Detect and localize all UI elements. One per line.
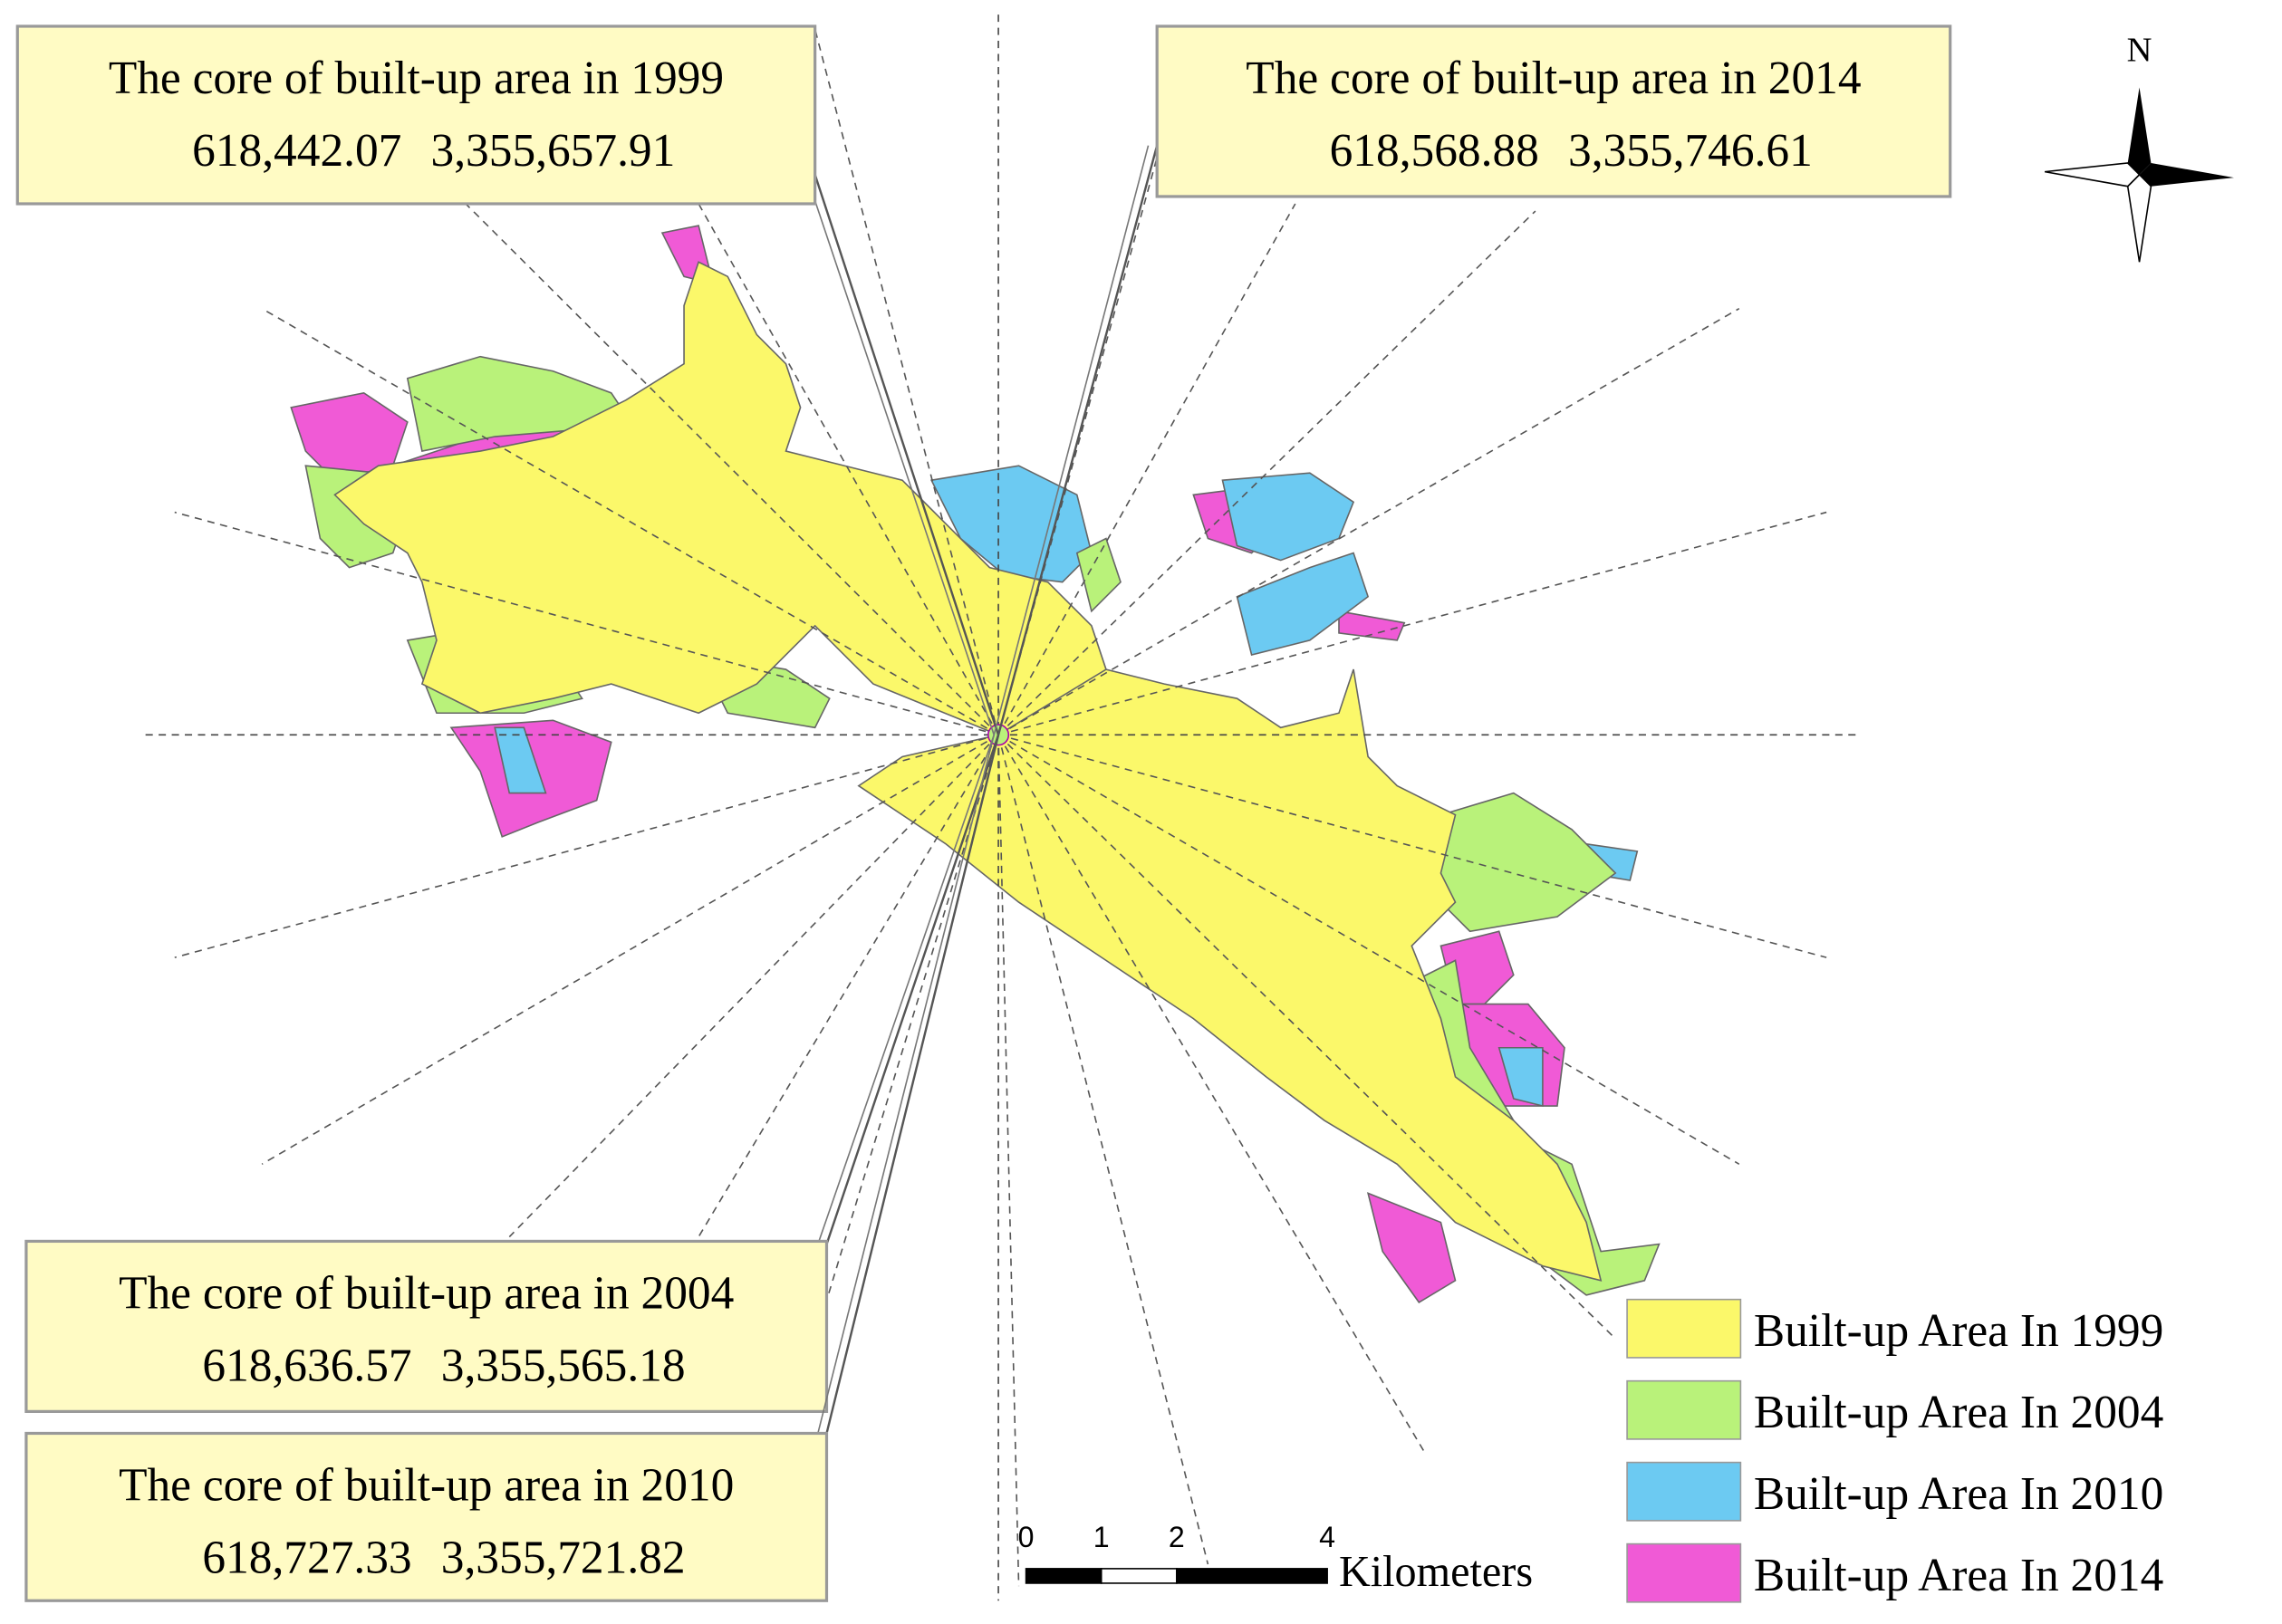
radial-line [997,210,1536,735]
radial-line [814,735,999,1340]
callouts: The core of built-up area in 1999 618,442… [15,24,1952,1602]
radial-line [261,307,999,736]
callout-y: 3,355,721.82 [441,1533,686,1584]
radial-line [698,203,999,735]
legend-swatch [1626,1298,1742,1359]
leader-line [825,734,1000,1245]
radial-line [997,735,1209,1565]
north-arrow-needle [2127,87,2152,175]
legend-label: Built-up Area In 2004 [1754,1387,2163,1438]
north-arrow-needle [2139,162,2234,187]
leader-line [817,735,996,1244]
callout-y: 3,355,657.91 [431,125,676,177]
callout-x: 618,727.33 [202,1533,411,1584]
radial-line [997,734,1740,1165]
area-2010 [929,465,1093,583]
callout-title: The core of built-up area in 2010 [119,1459,734,1511]
radial-lines [174,28,1827,1587]
area-2014 [1338,610,1406,641]
radial-line [174,734,999,958]
callout-title: The core of built-up area in 2004 [119,1267,734,1319]
legend-swatch [1626,1542,1742,1603]
scale-tick-label: 0 [1018,1521,1035,1553]
legend-label: Built-up Area In 1999 [1754,1305,2163,1357]
leader-line [825,735,1000,1434]
scale-segment [1100,1568,1178,1584]
leader-line [814,174,1000,735]
callout-y: 3,355,565.18 [441,1341,686,1392]
scale-tick-label: 1 [1093,1521,1110,1553]
area-2010 [494,726,547,794]
radial-line [261,734,999,1165]
area-1999 [333,261,1107,736]
legend: Built-up Area In 1999 Built-up Area In 20… [1626,1298,2163,1603]
built-up-areas [290,225,1661,1303]
legend-swatch [1626,1461,1742,1522]
radial-line [174,511,999,736]
north-arrow: N [2045,32,2234,263]
radial-line [814,28,999,735]
callout-x: 618,636.57 [202,1341,411,1392]
area-2004 [1075,537,1122,613]
area-2010 [1221,472,1355,562]
north-arrow-needle [2126,173,2152,263]
callout-box [24,1239,829,1413]
callout-box [24,1431,829,1602]
leader-line [817,735,996,1434]
area-1999 [857,668,1603,1282]
scale-tick-label: 4 [1319,1521,1335,1553]
radial-line [997,734,1428,1456]
callout-title: The core of built-up area in 2014 [1246,53,1861,104]
callout-y: 3,355,746.61 [1568,125,1813,177]
radial-line [508,734,999,1238]
callout-box [15,24,817,206]
area-2014 [1366,1192,1457,1303]
north-arrow-needle [2045,162,2141,187]
callout-x: 618,568.88 [1330,125,1539,177]
north-label: N [2127,32,2152,70]
legend-label: Built-up Area In 2014 [1754,1550,2163,1601]
callout-title: The core of built-up area in 1999 [109,53,724,104]
legend-label: Built-up Area In 2010 [1754,1468,2163,1520]
area-2010 [1497,1046,1544,1108]
callout-box [1155,24,1952,198]
leader-line [997,145,1159,735]
scale-tick-label: 2 [1169,1521,1185,1553]
legend-swatch [1626,1379,1742,1440]
scale-segment [1176,1568,1328,1584]
scale-unit: Kilometers [1339,1548,1533,1596]
area-2010 [1236,552,1370,656]
radial-line [997,735,1020,1587]
radial-line [997,203,1296,735]
scale-segment [1025,1568,1102,1584]
radial-line [997,307,1740,736]
callout-x: 618,442.07 [192,125,401,177]
radial-line [698,734,999,1238]
leader-line [993,145,1150,735]
leader-line [805,174,996,735]
